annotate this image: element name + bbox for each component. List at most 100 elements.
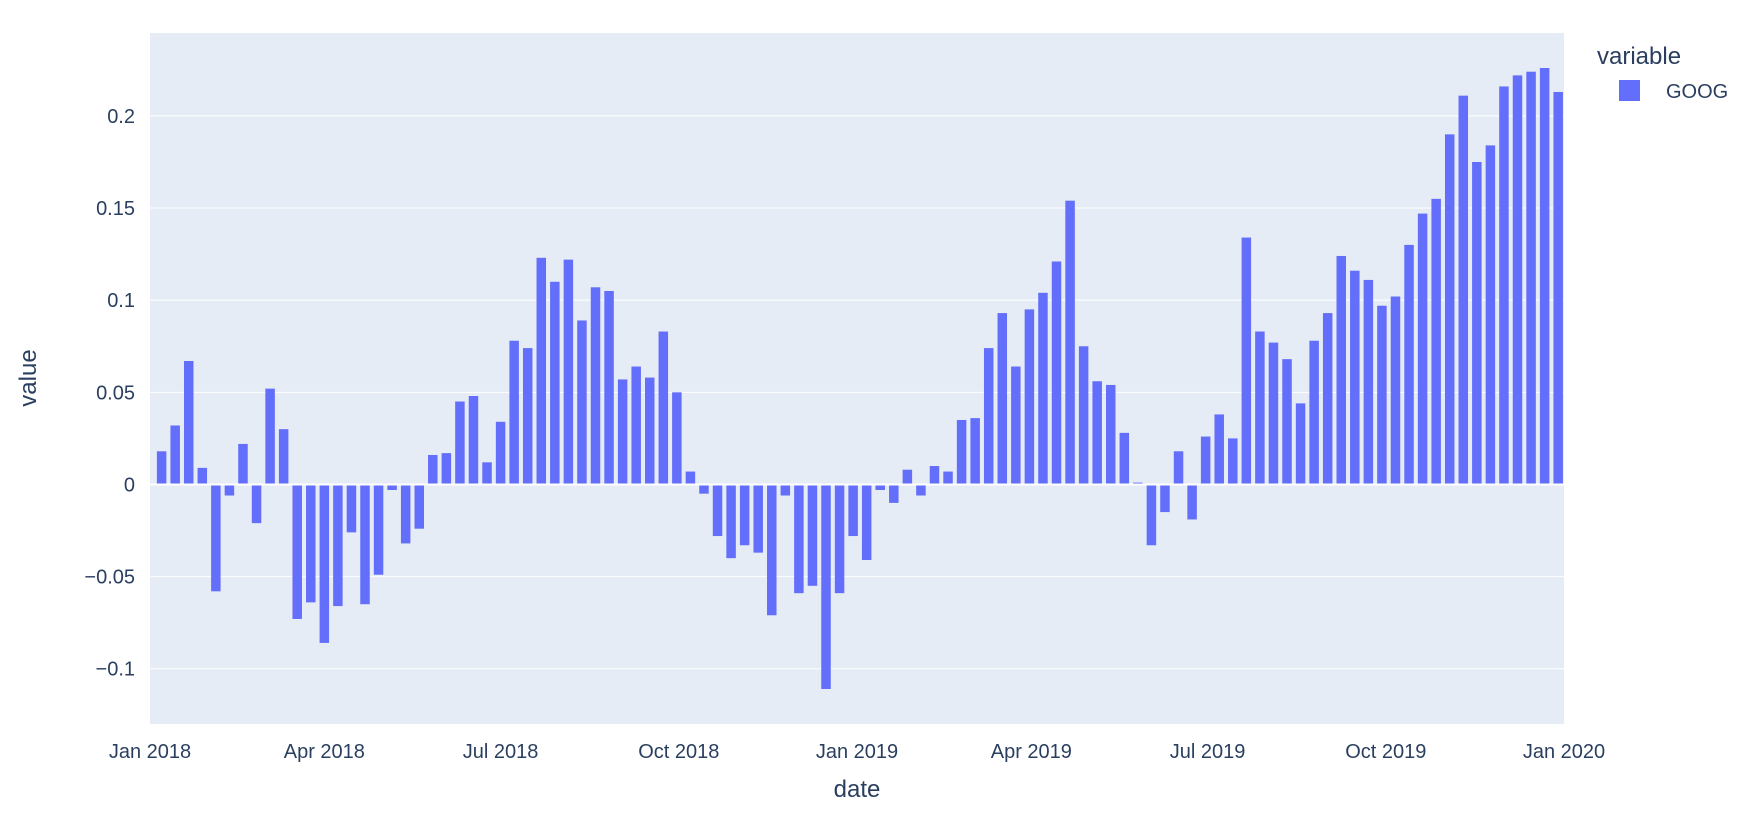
bar[interactable] bbox=[1336, 255, 1346, 485]
bar[interactable] bbox=[1051, 261, 1062, 485]
bar[interactable] bbox=[753, 484, 763, 553]
bar[interactable] bbox=[387, 484, 397, 490]
bar[interactable] bbox=[1065, 200, 1075, 485]
bar[interactable] bbox=[1485, 145, 1496, 485]
bar[interactable] bbox=[1282, 359, 1292, 485]
bar[interactable] bbox=[306, 484, 316, 603]
bar[interactable] bbox=[1539, 68, 1550, 485]
bar[interactable] bbox=[726, 484, 736, 559]
bar[interactable] bbox=[1458, 95, 1469, 485]
bar[interactable] bbox=[1295, 403, 1306, 485]
bar[interactable] bbox=[834, 484, 845, 594]
bar[interactable] bbox=[183, 360, 194, 485]
bar[interactable] bbox=[522, 348, 533, 485]
bar[interactable] bbox=[712, 484, 723, 537]
bar[interactable] bbox=[902, 469, 913, 485]
bar[interactable] bbox=[1268, 342, 1279, 485]
bar[interactable] bbox=[550, 281, 560, 485]
bar[interactable] bbox=[1092, 381, 1102, 485]
bar[interactable] bbox=[780, 484, 791, 496]
bar[interactable] bbox=[1200, 436, 1211, 485]
bar[interactable] bbox=[1255, 331, 1265, 485]
bar[interactable] bbox=[929, 466, 940, 485]
bar[interactable] bbox=[590, 287, 601, 485]
bar[interactable] bbox=[197, 467, 208, 485]
bar[interactable] bbox=[468, 396, 479, 485]
bar[interactable] bbox=[1241, 237, 1252, 485]
bar[interactable] bbox=[292, 484, 302, 619]
bar[interactable] bbox=[861, 484, 872, 561]
bar[interactable] bbox=[536, 257, 547, 485]
bar[interactable] bbox=[1553, 91, 1563, 485]
bar[interactable] bbox=[278, 429, 289, 485]
bar[interactable] bbox=[807, 484, 818, 586]
bar[interactable] bbox=[1173, 451, 1184, 485]
bar[interactable] bbox=[1499, 86, 1509, 485]
bar[interactable] bbox=[658, 331, 669, 485]
bar[interactable] bbox=[1472, 161, 1482, 485]
bar[interactable] bbox=[699, 484, 709, 494]
bar[interactable] bbox=[794, 484, 804, 594]
bar[interactable] bbox=[373, 484, 384, 575]
bar[interactable] bbox=[1363, 279, 1374, 485]
legend[interactable]: variable GOOG bbox=[1597, 43, 1728, 103]
bar[interactable] bbox=[644, 377, 655, 485]
bar[interactable] bbox=[916, 484, 926, 496]
bar[interactable] bbox=[970, 418, 980, 485]
bar[interactable] bbox=[1322, 313, 1333, 485]
bar[interactable] bbox=[400, 484, 411, 544]
bar[interactable] bbox=[956, 419, 967, 485]
bar[interactable] bbox=[1417, 213, 1428, 485]
bar[interactable] bbox=[1160, 484, 1170, 513]
bar[interactable] bbox=[1038, 292, 1048, 485]
bar[interactable] bbox=[360, 484, 370, 605]
bar[interactable] bbox=[821, 484, 831, 689]
bar[interactable] bbox=[1390, 296, 1401, 485]
bar[interactable] bbox=[1011, 366, 1021, 485]
bar[interactable] bbox=[685, 471, 696, 485]
bar[interactable] bbox=[563, 259, 574, 485]
bar[interactable] bbox=[1512, 75, 1523, 485]
bar[interactable] bbox=[170, 425, 180, 485]
bar[interactable] bbox=[1119, 432, 1130, 485]
bar[interactable] bbox=[875, 484, 885, 490]
bar[interactable] bbox=[889, 484, 899, 503]
bar[interactable] bbox=[1377, 305, 1387, 485]
bar[interactable] bbox=[1228, 438, 1238, 485]
bar[interactable] bbox=[1431, 198, 1441, 485]
bar[interactable] bbox=[1024, 309, 1035, 485]
bar[interactable] bbox=[251, 484, 262, 524]
bar[interactable] bbox=[617, 379, 628, 485]
bar[interactable] bbox=[455, 401, 465, 485]
bar[interactable] bbox=[997, 313, 1008, 485]
bar[interactable] bbox=[767, 484, 777, 616]
bar[interactable] bbox=[983, 348, 994, 485]
bar[interactable] bbox=[1078, 346, 1089, 485]
bar[interactable] bbox=[631, 366, 641, 485]
bar[interactable] bbox=[1146, 484, 1157, 546]
bar[interactable] bbox=[211, 484, 221, 592]
bar[interactable] bbox=[428, 454, 438, 485]
bar[interactable] bbox=[1526, 71, 1536, 485]
bar[interactable] bbox=[1214, 414, 1224, 485]
bar[interactable] bbox=[319, 484, 330, 643]
bar[interactable] bbox=[333, 484, 343, 607]
bar[interactable] bbox=[224, 484, 235, 496]
bar[interactable] bbox=[1444, 134, 1455, 485]
bar[interactable] bbox=[1404, 244, 1414, 485]
bar[interactable] bbox=[1105, 384, 1116, 485]
bar[interactable] bbox=[495, 421, 506, 485]
bar[interactable] bbox=[943, 471, 953, 485]
bar[interactable] bbox=[265, 388, 275, 485]
bar[interactable] bbox=[577, 320, 587, 485]
bars[interactable] bbox=[156, 68, 1563, 689]
bar[interactable] bbox=[482, 462, 492, 485]
bar[interactable] bbox=[848, 484, 858, 537]
bar[interactable] bbox=[414, 484, 424, 529]
bar[interactable] bbox=[509, 340, 519, 485]
bar[interactable] bbox=[739, 484, 750, 546]
bar[interactable] bbox=[672, 392, 682, 485]
bar[interactable] bbox=[346, 484, 357, 533]
bar[interactable] bbox=[156, 451, 167, 485]
bar[interactable] bbox=[1309, 340, 1319, 485]
